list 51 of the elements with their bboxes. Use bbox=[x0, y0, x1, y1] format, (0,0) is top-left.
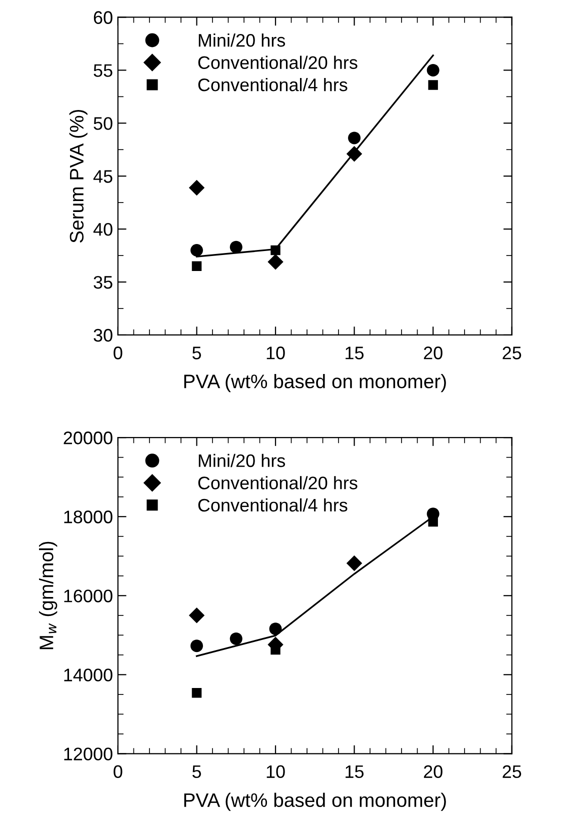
x-tick-label: 15 bbox=[346, 346, 364, 360]
legend-label: Mini/20 hrs bbox=[198, 454, 286, 468]
point bbox=[230, 632, 242, 645]
y-tick-label: 55 bbox=[94, 64, 112, 77]
y-tick-label: 50 bbox=[94, 117, 112, 130]
x-tick-label: 5 bbox=[192, 765, 201, 778]
point bbox=[188, 180, 205, 196]
y-tick-label: 40 bbox=[93, 222, 112, 236]
legend-label: Conventional/20 hrs bbox=[198, 476, 358, 490]
x-tick-label: 5 bbox=[192, 346, 201, 360]
x-tick-label: 20 bbox=[424, 765, 442, 778]
x-tick-label: 0 bbox=[114, 346, 122, 360]
point bbox=[190, 640, 203, 652]
legend-label: Conventional/20 hrs bbox=[198, 56, 358, 69]
y-tick-label: 60 bbox=[94, 11, 112, 24]
point bbox=[269, 622, 282, 636]
y-tick-label: 18000 bbox=[64, 510, 112, 524]
point bbox=[230, 240, 242, 254]
x-tick-label: 0 bbox=[114, 765, 122, 778]
point bbox=[426, 64, 440, 76]
x-tick-label: 10 bbox=[266, 765, 285, 778]
y-tick-label: 12000 bbox=[64, 748, 112, 760]
x-axis-title: PVA (wt% based on monomer) bbox=[184, 374, 446, 392]
point bbox=[428, 80, 438, 90]
legend-label: Mini/20 hrs bbox=[198, 33, 286, 47]
y-tick-label: 16000 bbox=[64, 590, 112, 602]
x-tick-label: 25 bbox=[502, 765, 522, 778]
legend-label: Conventional/4 hrs bbox=[198, 498, 348, 512]
y-tick-label: 30 bbox=[94, 328, 112, 342]
y-tick-label: 45 bbox=[93, 170, 112, 183]
y-tick-label: 35 bbox=[94, 276, 112, 289]
y-tick-label: 20000 bbox=[64, 432, 112, 444]
point bbox=[428, 516, 438, 527]
point bbox=[190, 244, 203, 256]
point bbox=[348, 132, 361, 144]
x-tick-label: 25 bbox=[502, 346, 522, 360]
x-tick-label: 20 bbox=[424, 346, 442, 360]
point bbox=[346, 146, 362, 162]
point bbox=[270, 245, 280, 256]
legend-label: Conventional/4 hrs bbox=[198, 78, 348, 92]
point bbox=[188, 608, 205, 624]
y-tick-label: 14000 bbox=[64, 668, 112, 682]
x-axis-title: PVA (wt% based on monomer) bbox=[184, 792, 446, 811]
point bbox=[268, 254, 284, 270]
x-tick-label: 15 bbox=[346, 765, 364, 778]
point bbox=[192, 688, 202, 698]
y-axis-title: Serum PVA (%) bbox=[69, 110, 88, 243]
point bbox=[346, 555, 362, 572]
point bbox=[192, 261, 202, 271]
y-axis-title: M$_{w}$ (gm/mol) bbox=[39, 542, 58, 650]
x-tick-label: 10 bbox=[266, 346, 285, 360]
